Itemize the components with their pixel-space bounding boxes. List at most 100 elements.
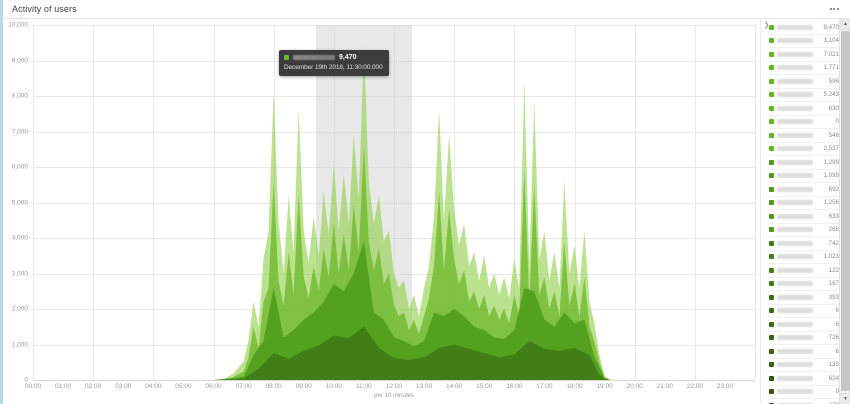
legend-item[interactable]: 692 [769, 183, 839, 197]
tooltip-series-label-redacted [293, 55, 335, 61]
legend-item[interactable]: 5,243 [769, 89, 839, 102]
legend-color-swatch [769, 51, 774, 57]
legend-item[interactable]: 6 [769, 345, 839, 359]
legend-value: 378 [817, 402, 839, 404]
x-axis-tick-label: 20:00 [626, 383, 643, 390]
legend-item[interactable]: 546 [769, 129, 839, 143]
legend-item[interactable]: 633 [769, 210, 839, 224]
legend-value: 742 [828, 239, 839, 247]
legend-scrollbar[interactable]: ▲ ▼ [839, 19, 850, 404]
legend-item[interactable]: 378 [769, 399, 839, 404]
legend-value: 2,537 [823, 145, 839, 153]
legend-value: 1,099 [823, 172, 839, 180]
legend-list[interactable]: 9,470 3,104 7,021 1,771 596 5,243 630 0 546 2,537… [769, 21, 839, 404]
legend-color-swatch [769, 254, 774, 260]
legend-color-swatch [769, 65, 774, 71]
legend-item[interactable]: 624 [769, 372, 839, 386]
tooltip-series-swatch [284, 55, 289, 61]
legend-color-swatch [769, 92, 774, 98]
legend-color-swatch [769, 308, 774, 314]
legend-color-swatch [769, 362, 774, 368]
legend-item[interactable]: 133 [769, 359, 839, 372]
legend-item[interactable]: 9,470 [769, 21, 839, 35]
legend-color-swatch [769, 159, 774, 165]
gridline-vertical [93, 25, 95, 380]
chevron-right-icon[interactable]: ❯ [763, 22, 770, 29]
legend-item[interactable]: 596 [769, 75, 839, 89]
y-axis-tick-label: 10,000 [8, 21, 28, 29]
y-axis-labels: 0 1,000 2,000 3,000 4,000 5,000 6,000 7,000 8,00… [3, 21, 31, 384]
y-axis-tick-label: 4,000 [11, 234, 28, 242]
y-axis-tick-label: 1,000 [11, 341, 28, 348]
legend-label-redacted [777, 362, 813, 368]
legend-color-swatch [769, 119, 774, 125]
legend-scrollbar-thumb[interactable] [841, 31, 850, 391]
legend-item[interactable]: 7,021 [769, 48, 839, 62]
legend-label-redacted [777, 213, 813, 219]
legend-value: 9,470 [823, 23, 839, 31]
legend-item[interactable]: 1,099 [769, 170, 839, 183]
legend-item[interactable]: 2,537 [769, 143, 839, 156]
legend-value: 726 [828, 334, 839, 342]
legend-color-swatch [769, 105, 774, 111]
legend-color-swatch [769, 213, 774, 219]
legend-label-redacted [777, 51, 813, 57]
x-axis-tick-label: 07:00 [235, 383, 252, 390]
legend-item[interactable]: 122 [769, 264, 839, 278]
legend-item[interactable]: 167 [769, 278, 839, 291]
chart-container[interactable]: 0 1,000 2,000 3,000 4,000 5,000 6,000 7,000 8,00… [3, 19, 760, 404]
legend-item[interactable]: 6 [769, 318, 839, 332]
legend-item[interactable]: 1,771 [769, 62, 839, 75]
legend-label-redacted [777, 146, 813, 152]
legend-label-redacted [777, 78, 813, 84]
legend-item[interactable]: 268 [769, 224, 839, 237]
tooltip-value-row: 9,470 [284, 53, 383, 63]
x-axis-tick-label: 11:00 [356, 383, 372, 390]
legend-sidebar[interactable]: ❯ 9,470 3,104 7,021 1,771 596 5,243 630 0 546 2,5… [760, 19, 850, 404]
legend-color-swatch [769, 375, 774, 381]
legend-value: 633 [828, 212, 839, 220]
legend-item[interactable]: 0 [769, 386, 839, 399]
legend-value: 1,771 [823, 64, 839, 72]
legend-label-redacted [777, 200, 813, 206]
legend-value: 1,023 [823, 253, 839, 261]
x-axis-tick-label: 22:00 [686, 383, 703, 390]
legend-item[interactable]: 1,256 [769, 197, 839, 210]
legend-color-swatch [769, 173, 774, 179]
x-axis-tick-label: 05:00 [175, 383, 192, 390]
legend-color-swatch [769, 200, 774, 206]
x-axis-tick-label: 18:00 [566, 383, 583, 390]
legend-label-redacted [777, 281, 813, 287]
menu-dot [836, 8, 839, 10]
x-axis-tick-label: 09:00 [295, 383, 312, 390]
legend-value: 7,021 [823, 50, 839, 58]
legend-color-swatch [769, 24, 774, 30]
x-axis-tick-label: 15:00 [476, 383, 493, 390]
legend-item[interactable]: 393 [769, 291, 839, 305]
legend-label-redacted [777, 173, 813, 179]
caret-down-icon[interactable]: ▼ [840, 393, 850, 404]
x-axis-tick-label: 03:00 [115, 383, 132, 390]
legend-item[interactable]: 0 [769, 116, 839, 129]
legend-color-swatch [769, 267, 774, 273]
plot-area[interactable] [33, 25, 756, 381]
legend-item[interactable]: 1,299 [769, 156, 839, 170]
legend-item[interactable]: 1,023 [769, 251, 839, 264]
x-axis-tick-label: 04:00 [145, 383, 162, 390]
x-axis-tick-label: 21:00 [656, 383, 673, 390]
legend-value: 167 [828, 280, 839, 288]
legend-item[interactable]: 726 [769, 332, 839, 345]
legend-label-redacted [777, 186, 813, 192]
legend-label-redacted [777, 294, 813, 300]
caret-up-icon[interactable]: ▲ [840, 19, 850, 30]
y-axis-tick-label: 5,000 [11, 199, 28, 206]
legend-item[interactable]: 742 [769, 237, 839, 251]
legend-value: 268 [828, 226, 839, 234]
legend-item[interactable]: 630 [769, 102, 839, 116]
legend-item[interactable]: 3,104 [769, 35, 839, 48]
legend-label-redacted [777, 24, 813, 30]
legend-item[interactable]: 6 [769, 305, 839, 318]
ellipsis-horizontal-icon[interactable] [824, 2, 844, 16]
x-axis-tick-label: 17:00 [536, 383, 553, 390]
